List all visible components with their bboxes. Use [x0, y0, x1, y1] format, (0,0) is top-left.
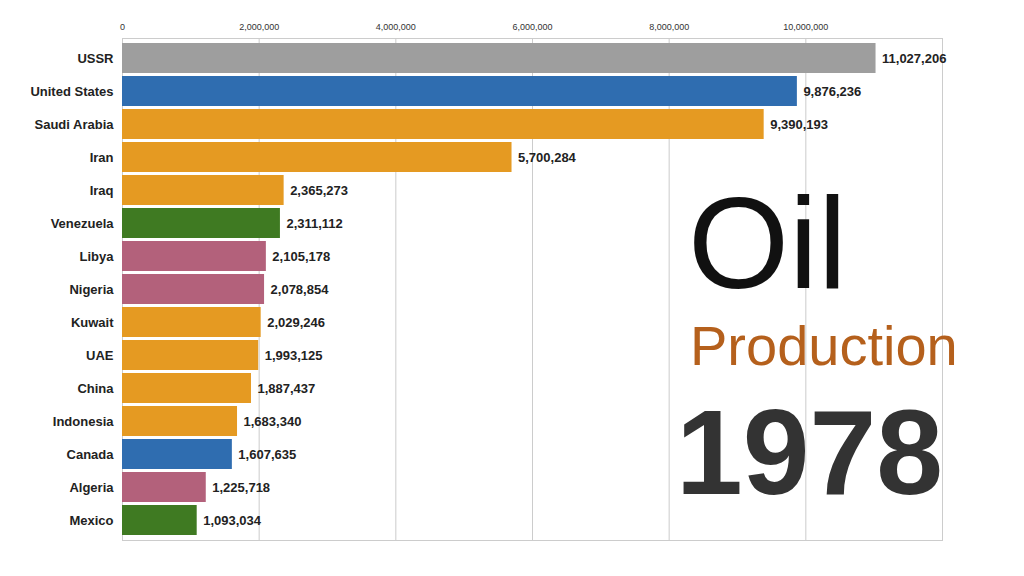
- svg-text:United States: United States: [30, 84, 113, 99]
- svg-text:11,027,206: 11,027,206: [882, 51, 946, 66]
- svg-text:1,225,718: 1,225,718: [212, 480, 270, 495]
- svg-text:4,000,000: 4,000,000: [376, 22, 416, 32]
- svg-text:UAE: UAE: [86, 348, 114, 363]
- svg-text:1,607,635: 1,607,635: [238, 447, 296, 462]
- svg-text:2,029,246: 2,029,246: [267, 315, 325, 330]
- svg-text:1,093,034: 1,093,034: [203, 513, 262, 528]
- svg-text:9,390,193: 9,390,193: [770, 117, 828, 132]
- svg-text:2,000,000: 2,000,000: [239, 22, 279, 32]
- svg-text:2,365,273: 2,365,273: [290, 183, 348, 198]
- svg-text:Mexico: Mexico: [69, 513, 113, 528]
- svg-text:Saudi Arabia: Saudi Arabia: [35, 117, 115, 132]
- svg-text:6,000,000: 6,000,000: [512, 22, 552, 32]
- svg-text:0: 0: [120, 22, 125, 32]
- svg-text:8,000,000: 8,000,000: [649, 22, 689, 32]
- html-text:Production: Production: [690, 314, 958, 377]
- svg-text:Libya: Libya: [80, 249, 115, 264]
- svg-text:2,311,112: 2,311,112: [286, 216, 342, 231]
- svg-text:Indonesia: Indonesia: [53, 414, 114, 429]
- svg-text:Iraq: Iraq: [90, 183, 114, 198]
- svg-text:9,876,236: 9,876,236: [803, 84, 861, 99]
- html-text:1978: 1978: [676, 385, 943, 519]
- svg-text:Algeria: Algeria: [69, 480, 114, 495]
- svg-text:2,078,854: 2,078,854: [271, 282, 330, 297]
- svg-text:China: China: [77, 381, 114, 396]
- svg-text:Kuwait: Kuwait: [71, 315, 114, 330]
- svg-text:Iran: Iran: [90, 150, 114, 165]
- html-text:Oil: Oil: [688, 170, 847, 316]
- svg-text:USSR: USSR: [77, 51, 114, 66]
- svg-text:5,700,284: 5,700,284: [518, 150, 577, 165]
- svg-text:2,105,178: 2,105,178: [272, 249, 330, 264]
- svg-text:1,993,125: 1,993,125: [265, 348, 323, 363]
- svg-text:1,887,437: 1,887,437: [257, 381, 315, 396]
- svg-text:Canada: Canada: [67, 447, 115, 462]
- svg-text:10,000,000: 10,000,000: [783, 22, 828, 32]
- svg-text:1,683,340: 1,683,340: [244, 414, 302, 429]
- svg-text:Venezuela: Venezuela: [51, 216, 115, 231]
- svg-text:Nigeria: Nigeria: [69, 282, 114, 297]
